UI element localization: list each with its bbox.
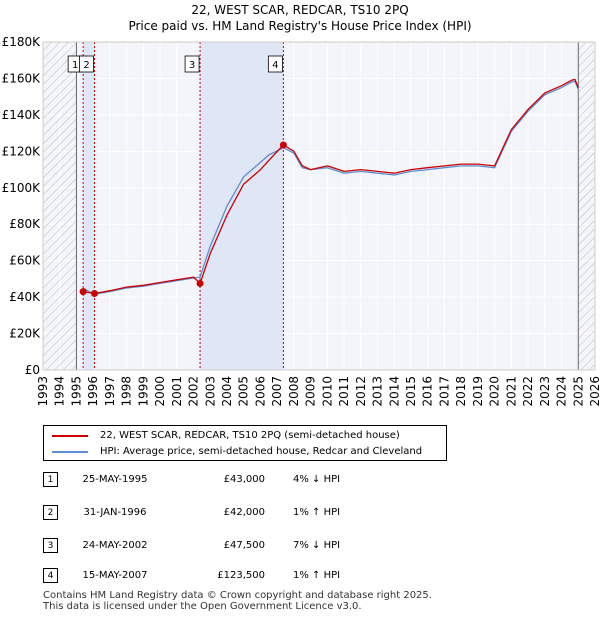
y-tick-label: £40K [9, 290, 41, 304]
x-tick-label: 1997 [103, 376, 117, 407]
sale-price: £42,000 [223, 507, 265, 518]
sale-number-badge: 1 [43, 472, 58, 487]
y-tick-label: £0 [25, 363, 40, 377]
sale-point [79, 288, 87, 296]
x-tick-label: 2025 [571, 376, 585, 407]
plot-background [43, 42, 595, 370]
y-tick-label: £20K [9, 327, 41, 341]
sale-hpi-diff: 7% ↓ HPI [293, 540, 341, 551]
sale-label: 2 [83, 60, 89, 71]
sale-period-shading [83, 42, 95, 370]
sale-point [91, 289, 99, 297]
footer-licence: This data is licensed under the Open Gov… [43, 601, 362, 612]
x-tick-label: 2011 [337, 376, 351, 407]
sale-label-box [79, 55, 94, 73]
chart-subtitle: Price paid vs. HM Land Registry's House … [128, 19, 471, 33]
y-tick-label: £120K [2, 144, 42, 158]
sale-number-badge: 2 [43, 505, 58, 520]
footer-copyright: Contains HM Land Registry data © Crown c… [43, 590, 432, 601]
x-tick-label: 2014 [387, 376, 401, 407]
sale-hpi-diff: 4% ↓ HPI [293, 474, 341, 485]
sale-period-shading [200, 42, 284, 370]
table-row: 1 25-MAY-1995 £43,000 4% ↓ HPI [43, 472, 403, 489]
x-tick-label: 1993 [36, 376, 50, 407]
x-tick-label: 2024 [555, 376, 569, 407]
sale-hpi-diff: 1% ↑ HPI [293, 507, 341, 518]
sale-label-box [267, 55, 283, 73]
x-tick-label: 2002 [187, 376, 201, 407]
legend-hpi-line [52, 451, 88, 453]
sale-hpi-diff: 1% ↑ HPI [293, 570, 341, 581]
x-tick-label: 2013 [371, 376, 385, 407]
x-tick-label: 2015 [404, 376, 418, 407]
x-tick-label: 1995 [69, 376, 83, 407]
y-tick-label: £140K [2, 108, 42, 122]
plot-frame [42, 41, 596, 371]
y-tick-label: £100K [2, 181, 42, 195]
sale-point [279, 141, 287, 149]
x-tick-label: 2006 [253, 376, 267, 407]
x-tick-label: 2022 [521, 376, 535, 407]
sale-price: £47,500 [223, 540, 265, 551]
x-tick-label: 2017 [437, 376, 451, 407]
x-tick-label: 1999 [136, 376, 150, 407]
x-tick-label: 2026 [588, 376, 600, 407]
sale-label: 3 [189, 60, 195, 71]
x-tick-label: 1994 [53, 376, 67, 407]
x-tick-label: 2008 [287, 376, 301, 407]
chart-legend: 22, WEST SCAR, REDCAR, TS10 2PQ (semi-de… [43, 425, 447, 461]
x-tick-label: 1996 [86, 376, 100, 407]
sale-date: 15-MAY-2007 [82, 570, 148, 581]
x-tick-label: 2004 [220, 376, 234, 407]
x-tick-label: 2020 [488, 376, 502, 407]
x-tick-label: 2012 [354, 376, 368, 407]
sale-date: 25-MAY-1995 [82, 474, 148, 485]
sale-label-box [184, 55, 200, 73]
hpi-series-line [82, 80, 579, 295]
x-tick-label: 2001 [170, 376, 184, 407]
sale-number-badge: 3 [43, 538, 58, 553]
chart-title: 22, WEST SCAR, REDCAR, TS10 2PQ [191, 3, 408, 17]
footer: Contains HM Land Registry data © Crown c… [43, 590, 432, 612]
table-row: 3 24-MAY-2002 £47,500 7% ↓ HPI [43, 538, 403, 555]
sale-date: 24-MAY-2002 [82, 540, 148, 551]
sale-price: £123,500 [217, 570, 265, 581]
y-tick-label: £60K [9, 254, 41, 268]
sale-point [196, 279, 204, 287]
y-tick-label: £80K [9, 217, 41, 231]
legend-price-paid-label: 22, WEST SCAR, REDCAR, TS10 2PQ (semi-de… [100, 430, 400, 441]
x-tick-label: 2007 [270, 376, 284, 407]
sale-label: 4 [272, 60, 278, 71]
x-tick-label: 2018 [454, 376, 468, 407]
hatched-region [578, 42, 595, 370]
y-tick-label: £180K [2, 35, 42, 49]
x-tick-label: 2000 [153, 376, 167, 407]
table-row: 2 31-JAN-1996 £42,000 1% ↑ HPI [43, 505, 403, 522]
x-tick-label: 1998 [120, 376, 134, 407]
y-tick-label: £160K [2, 71, 42, 85]
x-tick-label: 2016 [421, 376, 435, 407]
x-tick-label: 2023 [538, 376, 552, 407]
x-tick-label: 2021 [504, 376, 518, 407]
legend-hpi-label: HPI: Average price, semi-detached house,… [100, 446, 423, 457]
x-tick-label: 2005 [237, 376, 251, 407]
price-chart: 22, WEST SCAR, REDCAR, TS10 2PQ Price pa… [2, 3, 600, 407]
sale-price: £43,000 [223, 474, 265, 485]
legend-price-paid-line [52, 435, 88, 437]
x-tick-label: 2003 [203, 376, 217, 407]
table-row: 4 15-MAY-2007 £123,500 1% ↑ HPI [43, 568, 403, 585]
x-tick-label: 2010 [320, 376, 334, 407]
sale-number-badge: 4 [43, 568, 58, 583]
sale-date: 31-JAN-1996 [83, 507, 147, 518]
hatched-region [43, 42, 77, 370]
sale-label: 1 [72, 60, 78, 71]
x-tick-label: 2009 [304, 376, 318, 407]
price-paid-series-line [82, 78, 579, 295]
x-tick-label: 2019 [471, 376, 485, 407]
